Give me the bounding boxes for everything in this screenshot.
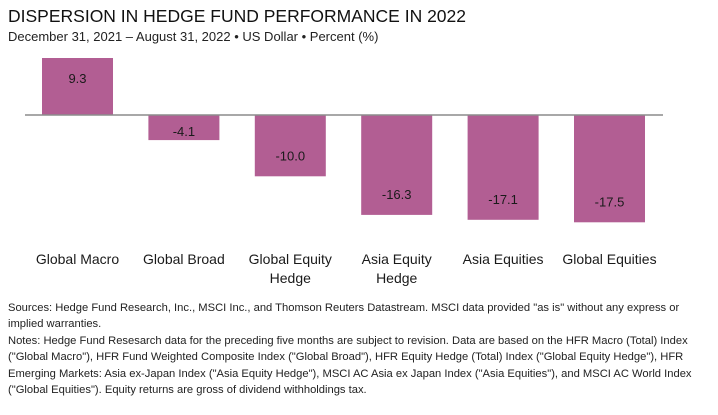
data-label: -17.1 [488, 192, 518, 207]
data-label: 9.3 [68, 71, 86, 86]
bar [467, 115, 539, 220]
bar [574, 115, 645, 223]
data-label: -16.3 [382, 187, 412, 202]
category-label: Hedge [376, 270, 417, 286]
notes-text: Notes: Hedge Fund Resesarch data for the… [8, 334, 692, 397]
chart-title: DISPERSION IN HEDGE FUND PERFORMANCE IN … [8, 6, 466, 26]
category-label: Global Equities [562, 251, 656, 267]
bar [148, 115, 220, 141]
bar [254, 115, 326, 177]
category-label: Global Equity [249, 251, 332, 267]
bar-chart: 9.3 Global Macro -4.1 Global Broad -10.0 Glob… [25, 58, 663, 286]
bar [361, 115, 433, 215]
category-label: Asia Equity [362, 251, 432, 267]
footnotes: Sources: Hedge Fund Research, Inc., MSCI… [8, 300, 714, 398]
category-label: Global Macro [36, 251, 119, 267]
data-label: -4.1 [173, 124, 195, 139]
chart-subtitle: December 31, 2021 – August 31, 2022 • US… [8, 29, 379, 44]
category-label: Hedge [270, 270, 311, 286]
sources-note: Sources: Hedge Fund Research, Inc., MSCI… [8, 302, 680, 331]
category-label: Global Broad [143, 251, 225, 267]
data-label: -10.0 [275, 148, 305, 163]
bar [42, 58, 113, 115]
data-label: -17.5 [595, 194, 625, 209]
category-label: Asia Equities [463, 251, 544, 267]
